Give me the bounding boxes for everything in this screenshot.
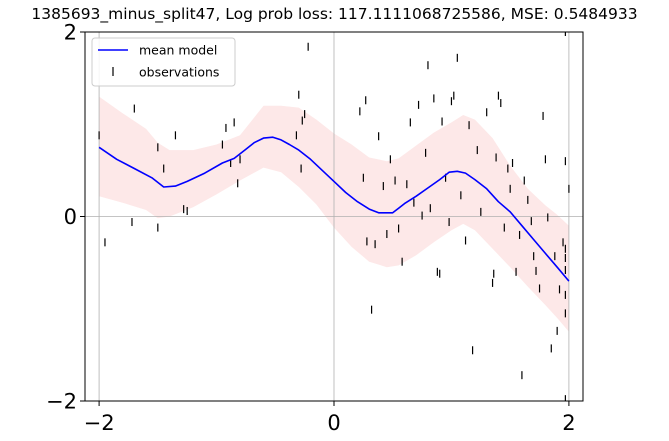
y-tick-label: −2	[46, 390, 77, 414]
x-tick-label: 2	[562, 411, 575, 435]
legend: mean model observations	[91, 37, 236, 87]
x-tick-label: 0	[327, 411, 340, 435]
chart-title: 1385693_minus_split47, Log prob loss: 11…	[31, 5, 637, 24]
y-axis: −2 0 2	[46, 21, 85, 414]
legend-label-mean: mean model	[139, 43, 217, 58]
mean-model-line	[98, 136, 570, 282]
plot-inner	[85, 32, 583, 401]
legend-label-observations: observations	[139, 65, 219, 80]
x-tick-label: −2	[84, 411, 115, 435]
y-tick-label: 0	[64, 205, 77, 229]
y-tick-label: 2	[64, 21, 77, 45]
x-axis: −2 0 2	[84, 401, 576, 435]
